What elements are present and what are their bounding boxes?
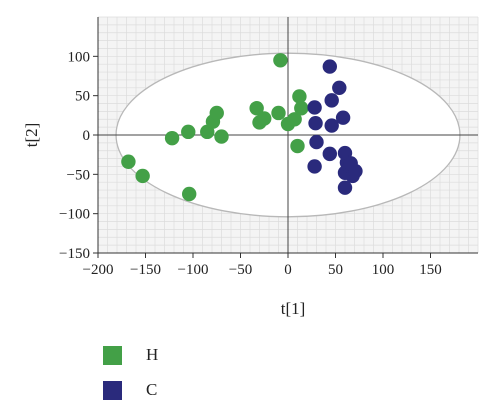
y-axis-label: t[2] <box>22 123 41 148</box>
data-point-c <box>322 146 337 162</box>
x-axis-label: t[1] <box>281 299 306 318</box>
axes <box>93 17 478 258</box>
y-tick-label: −50 <box>67 167 90 183</box>
data-point-c <box>308 116 323 131</box>
x-tick-label: −100 <box>178 262 209 278</box>
data-point-h <box>209 105 224 121</box>
data-point-h <box>273 53 288 68</box>
data-point-h <box>294 101 309 116</box>
data-point-c <box>343 156 358 171</box>
y-tick-label: 0 <box>83 128 91 144</box>
x-tick-label: 50 <box>328 262 343 278</box>
data-point-h <box>287 112 302 127</box>
data-point-h <box>292 89 307 104</box>
data-point-c <box>309 134 324 150</box>
y-tick-label: −100 <box>59 207 90 223</box>
legend-label-h: H <box>146 345 159 364</box>
legend-item-c: C <box>103 380 157 400</box>
data-points <box>121 53 363 202</box>
x-tick-label: 100 <box>372 262 395 278</box>
data-point-h <box>257 111 272 126</box>
y-tick-label: 50 <box>75 89 90 105</box>
data-point-h <box>181 124 196 140</box>
legend-item-h: H <box>103 345 158 365</box>
data-point-h <box>182 186 197 202</box>
x-tick-label: −200 <box>83 262 114 278</box>
x-tick-label: −50 <box>229 262 252 278</box>
data-point-h <box>121 154 136 169</box>
data-point-c <box>337 180 353 195</box>
data-point-h <box>271 105 286 121</box>
data-point-c <box>322 59 337 74</box>
y-tick-label: 100 <box>68 49 91 65</box>
y-tick-label: −150 <box>59 246 90 262</box>
data-point-c <box>307 159 322 174</box>
zero-lines <box>98 17 478 253</box>
legend-swatch-h <box>103 345 122 365</box>
data-point-c <box>324 93 339 108</box>
tick-labels: −200 −150 −100 −50 0 50 100 150−150−100−5005010… <box>59 49 442 278</box>
data-point-h <box>214 129 229 144</box>
data-point-c <box>332 80 347 96</box>
data-point-c <box>307 100 322 115</box>
data-point-c <box>324 118 339 133</box>
data-point-h <box>249 101 264 116</box>
x-tick-label: 0 <box>284 262 292 278</box>
x-tick-label: 150 <box>419 262 442 278</box>
legend-label-c: C <box>146 380 158 399</box>
data-point-h <box>135 168 150 184</box>
x-tick-label: −150 <box>130 262 161 278</box>
data-point-h <box>164 130 180 146</box>
data-point-h <box>290 138 305 154</box>
data-point-c <box>335 110 351 125</box>
legend-swatch-c <box>103 380 122 400</box>
